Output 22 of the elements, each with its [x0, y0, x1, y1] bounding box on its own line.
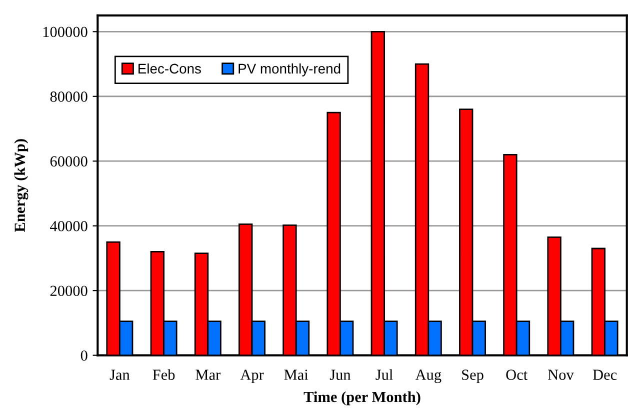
- y-tick-label: 80000: [50, 92, 88, 102]
- x-axis-title: Time (per Month): [304, 391, 420, 406]
- x-tick-label: Nov: [548, 370, 574, 380]
- x-tick-label: Jun: [330, 370, 351, 380]
- y-tick-label: 100000: [43, 26, 88, 38]
- y-tick-label: 60000: [50, 156, 88, 167]
- y-tick-label: 20000: [50, 286, 88, 296]
- x-tick-label: Mar: [196, 370, 220, 380]
- x-tick-label: Sep: [462, 370, 484, 384]
- y-tick-label: 0: [80, 350, 88, 361]
- x-tick-label: Mai: [284, 370, 308, 380]
- x-tick-label: Jan: [110, 370, 130, 380]
- x-tick-label: Feb: [152, 369, 175, 380]
- x-tick-label: Dec: [592, 370, 617, 380]
- legend-label: Elec-Cons: [138, 63, 201, 74]
- y-tick-label: 40000: [50, 220, 88, 232]
- x-tick-label: Oct: [506, 370, 528, 380]
- y-axis-title: Energy (kWp): [14, 139, 28, 232]
- x-tick-label: Apr: [240, 370, 264, 384]
- legend-label: PV monthly-rend: [238, 63, 340, 76]
- x-tick-label: Jul: [376, 369, 393, 380]
- x-tick-label: Aug: [415, 370, 442, 384]
